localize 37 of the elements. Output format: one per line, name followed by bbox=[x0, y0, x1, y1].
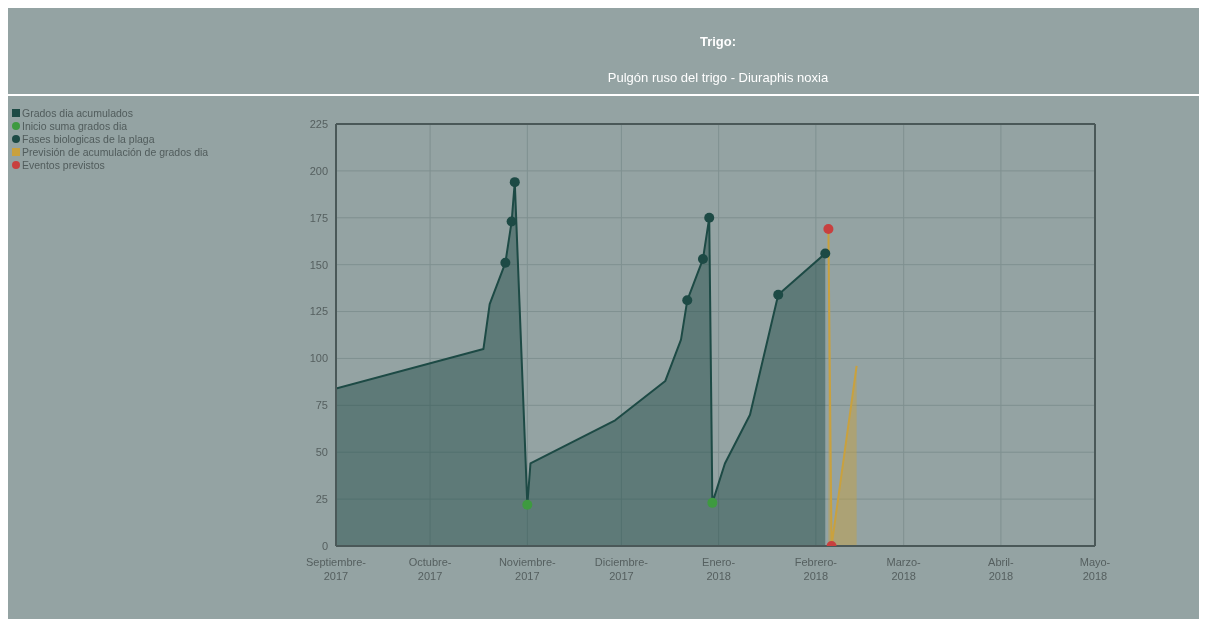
point bbox=[820, 248, 831, 259]
y-tick-label: 50 bbox=[315, 446, 328, 459]
point bbox=[697, 254, 708, 265]
chart-subtitle: Pulgón ruso del trigo - Diuraphis noxia bbox=[606, 70, 830, 85]
point bbox=[506, 216, 517, 227]
x-tick-label: Febrero-2018 bbox=[794, 556, 838, 582]
legend-label: Eventos previstos bbox=[22, 158, 105, 171]
y-tick-label: 200 bbox=[309, 164, 328, 177]
y-tick-label: 100 bbox=[309, 352, 328, 365]
x-tick-label: Octubre-2017 bbox=[408, 556, 452, 582]
y-tick-label: 175 bbox=[309, 211, 328, 224]
x-tick-label: Marzo-2018 bbox=[886, 556, 922, 582]
x-tick-label: Diciembre-2017 bbox=[594, 556, 649, 582]
point bbox=[823, 224, 834, 235]
point bbox=[707, 497, 718, 508]
x-tick-label: Enero-2018 bbox=[702, 556, 736, 582]
x-tick-label: Abril-2018 bbox=[988, 556, 1015, 582]
chart-title: Trigo: bbox=[698, 34, 738, 49]
x-tick-label: Septiembre-2017 bbox=[306, 556, 367, 582]
point bbox=[509, 177, 520, 188]
point bbox=[522, 499, 533, 510]
x-tick-label: Noviembre-2017 bbox=[498, 556, 557, 582]
y-tick-label: 0 bbox=[321, 539, 328, 552]
legend-label: Previsión de acumulación de grados dia bbox=[22, 145, 209, 158]
x-tick-label: Mayo-2018 bbox=[1079, 556, 1111, 582]
point bbox=[704, 212, 715, 223]
y-tick-label: 25 bbox=[315, 493, 328, 506]
legend-label: Inicio suma grados dia bbox=[22, 119, 128, 132]
y-tick-label: 125 bbox=[309, 305, 328, 318]
point bbox=[500, 257, 511, 268]
y-tick-label: 225 bbox=[309, 117, 328, 130]
legend-label: Grados dia acumulados bbox=[22, 106, 133, 119]
y-tick-label: 150 bbox=[309, 258, 328, 271]
legend-label: Fases biologicas de la plaga bbox=[22, 132, 155, 145]
point bbox=[773, 289, 784, 300]
y-tick-label: 75 bbox=[315, 399, 328, 412]
point bbox=[682, 295, 693, 306]
